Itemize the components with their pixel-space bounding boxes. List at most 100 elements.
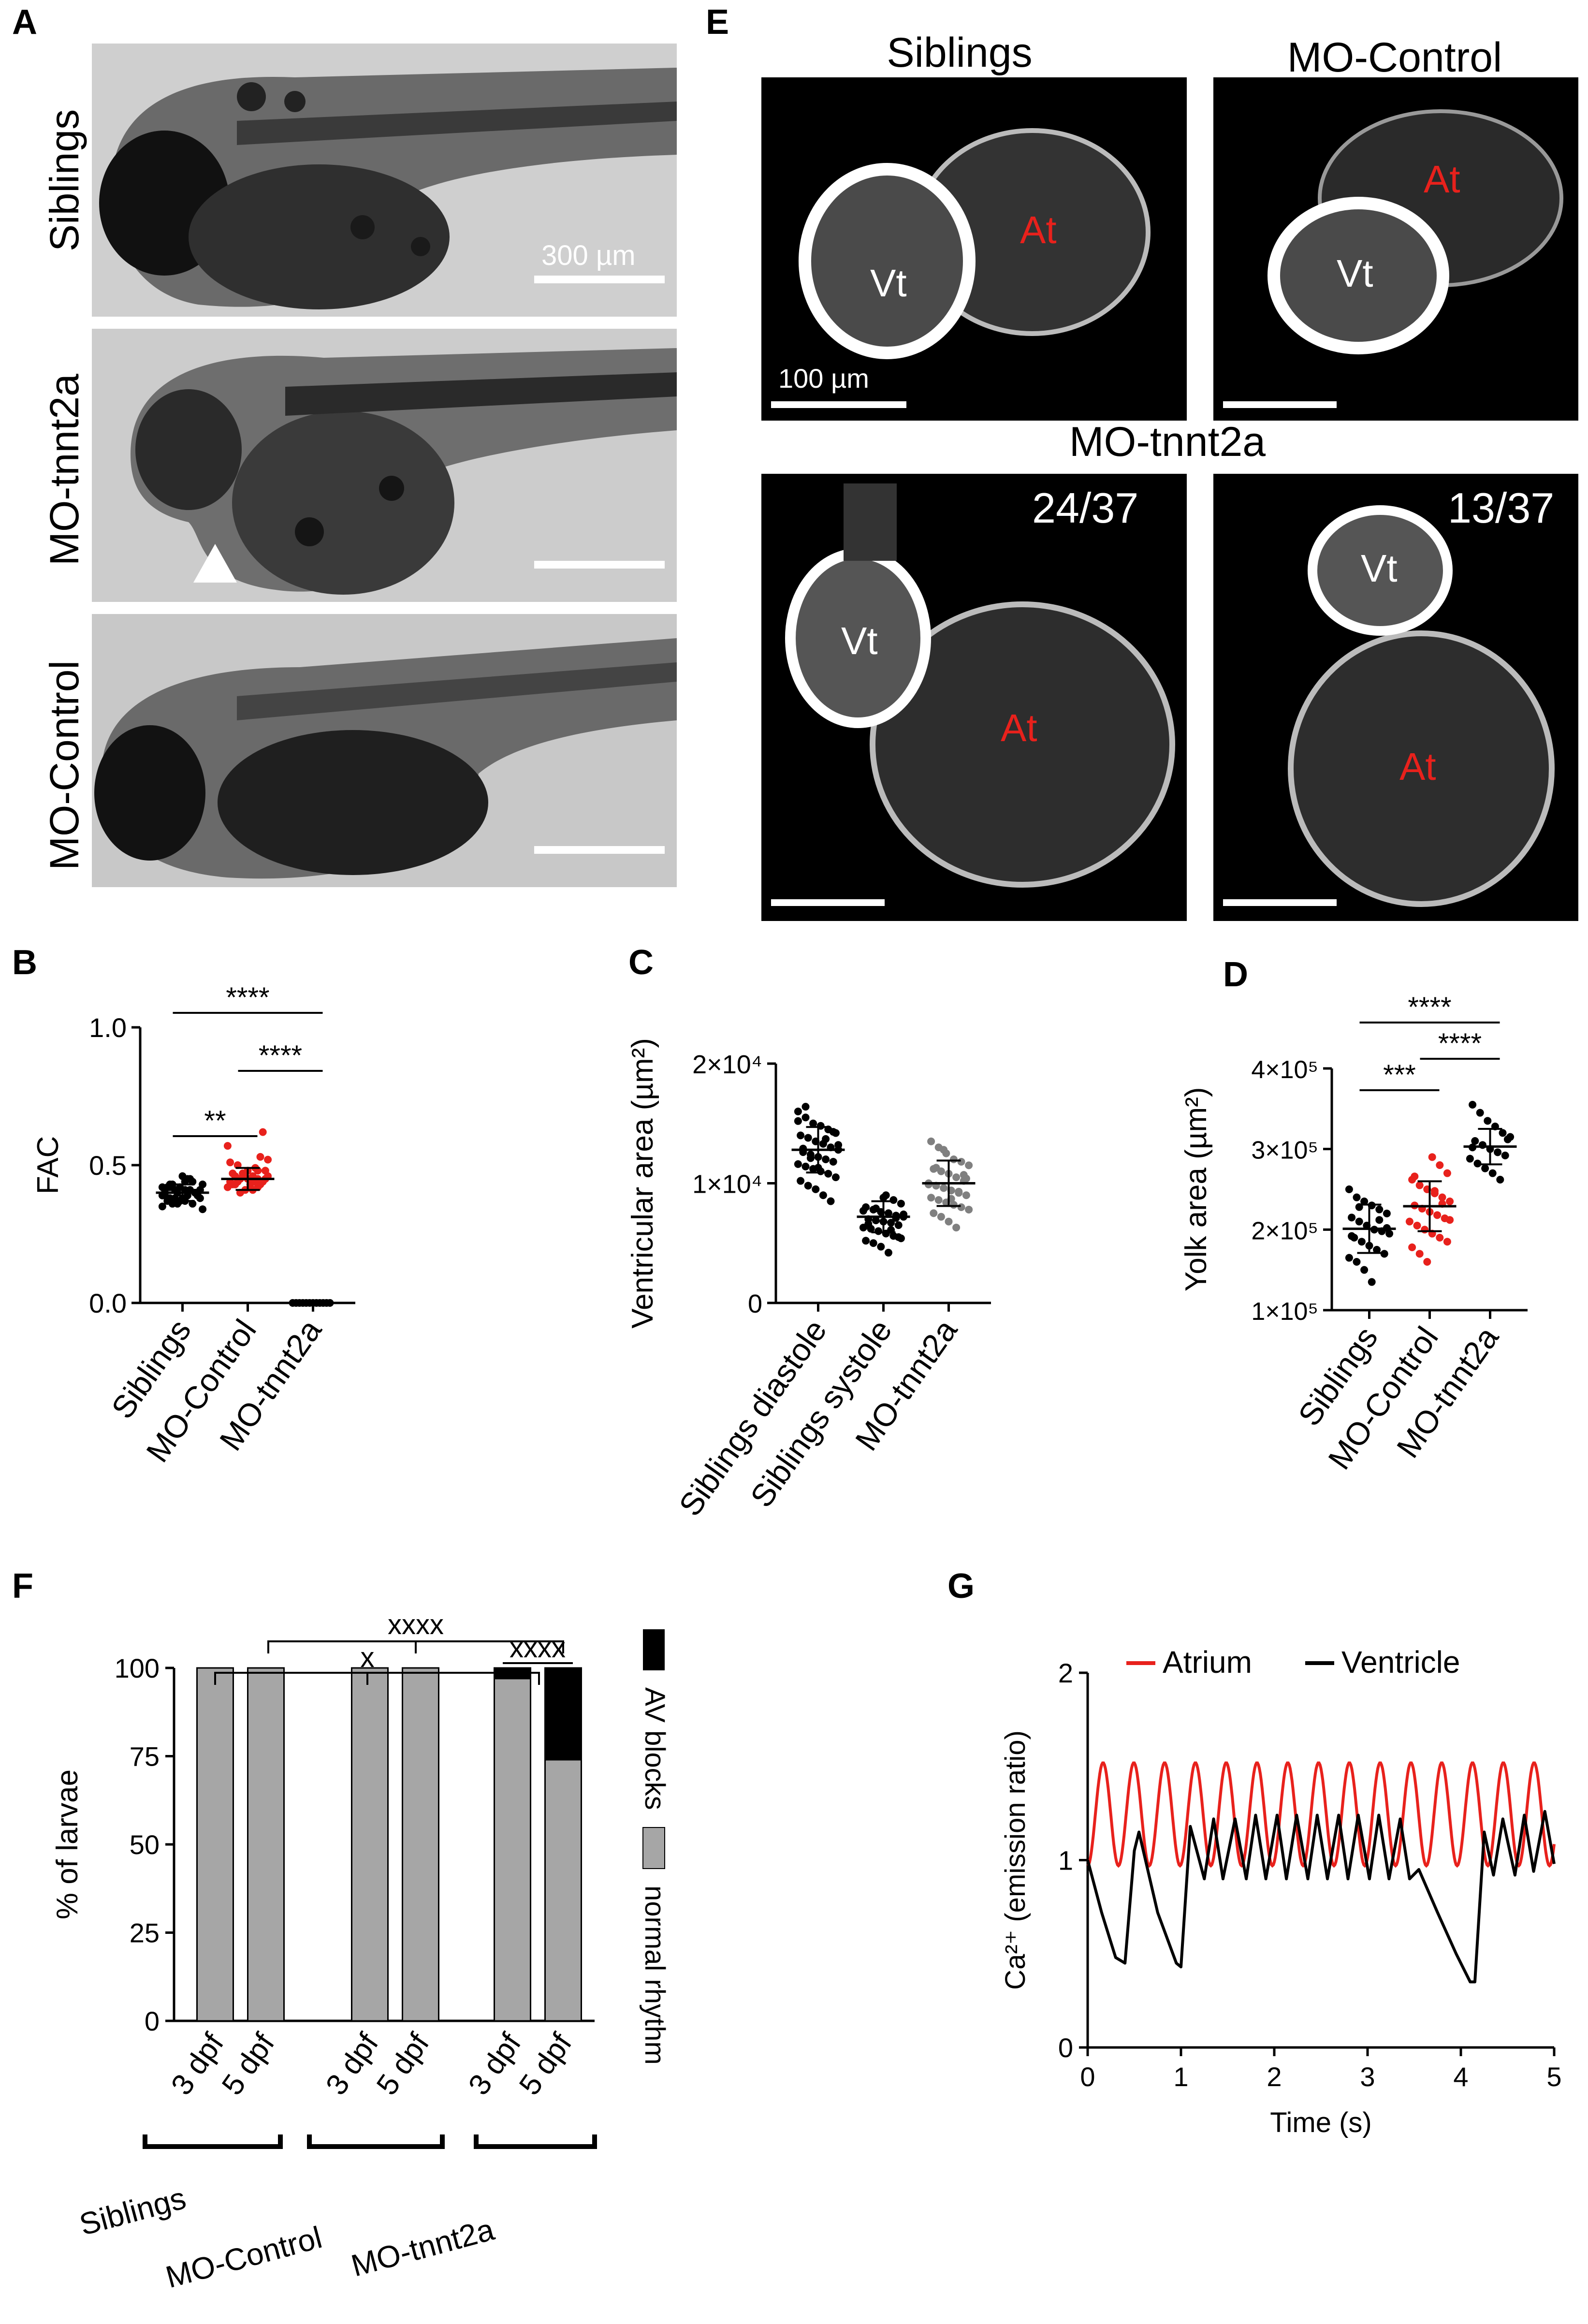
data-point [965,1161,973,1169]
significance-label: **** [1438,1028,1482,1059]
y-tick-label: 1×10⁵ [1251,1298,1318,1326]
bar-normal-rhythm [402,1667,439,2022]
y-tick-label: 50 [130,1829,160,1860]
data-point [879,1194,888,1202]
y-tick-label: 0 [145,2006,160,2036]
data-point [872,1204,880,1213]
data-point [158,1202,166,1211]
fraction-label: 13/37 [1448,484,1555,532]
row-label-mo-control: MO-Control [42,660,87,870]
x-tick-label: 3 dpf [462,2027,528,2101]
scale-bar [771,899,885,906]
x-tick-label: 3 dpf [165,2027,231,2101]
data-point [223,1142,232,1150]
data-point [822,1155,830,1163]
data-point [949,1155,958,1163]
data-point [1345,1185,1353,1193]
data-point [264,1155,272,1164]
heart-image-siblings: Vt At 100 µm [761,77,1187,421]
data-point [1348,1232,1356,1240]
x-tick-label: 5 dpf [513,2027,579,2101]
panel-label-f: F [12,1567,33,1606]
atrium-label: At [1424,158,1460,201]
data-point [1423,1258,1431,1266]
data-point [809,1119,817,1127]
data-point [1496,1176,1504,1184]
ventricle-label: Vt [1337,252,1373,295]
data-point [1501,1152,1509,1159]
data-point [957,1157,965,1166]
data-point [1503,1135,1512,1143]
scale-bar [534,276,665,283]
scale-bar [1223,899,1337,906]
data-point [223,1183,232,1191]
data-point [178,1172,187,1180]
significance-label: **** [226,982,269,1013]
data-point [1436,1234,1444,1242]
significance-label: xxxx [510,1632,566,1664]
panel-label-d: D [1223,955,1248,994]
data-point [932,1164,940,1172]
bar-normal-rhythm [247,1667,285,2022]
x-axis-label: Time (s) [1270,2107,1371,2138]
data-point [256,1153,264,1161]
data-point [1443,1238,1451,1246]
significance-label: **** [259,1040,302,1071]
y-tick-label: 4×10⁵ [1251,1056,1318,1084]
significance-label: ** [204,1105,226,1137]
data-point [862,1237,870,1245]
data-point [801,1113,810,1122]
scale-bar [771,401,906,408]
legend-swatch-av-blocks [643,1629,665,1670]
panel-label-b: B [12,943,37,982]
row-label-mo-tnnt2a: MO-tnnt2a [42,374,87,566]
ventricle-label: Vt [1361,547,1398,590]
y-tick-label: 1×10⁴ [692,1170,762,1199]
data-point [1430,1187,1439,1195]
x-tick-label: 5 dpf [216,2027,281,2101]
heart-image-mo-tnnt2a-b: 13/37 Vt At [1213,474,1578,921]
data-point [934,1196,943,1204]
data-point [834,1141,843,1149]
data-point [962,1191,970,1199]
data-point [1446,1198,1454,1205]
data-point [1499,1129,1507,1137]
data-point [1481,1164,1489,1172]
scale-bar [1223,401,1337,408]
data-point [1446,1216,1454,1224]
data-point [1433,1211,1442,1219]
data-point [930,1209,938,1217]
data-point [1375,1216,1384,1224]
y-axis-label: % of larvae [51,1769,84,1919]
data-point [872,1216,880,1225]
data-point [822,1135,830,1143]
x-tick-label: 2 [1267,2061,1282,2092]
series-line-atrium [1086,1761,1556,1868]
data-point [199,1205,207,1213]
data-point [894,1233,903,1241]
data-point [889,1196,898,1204]
data-point [1375,1205,1384,1213]
heart-image-mo-control: Vt At [1213,77,1578,421]
data-point [962,1174,970,1183]
data-point [887,1219,895,1227]
x-tick-label: 0 [1080,2061,1095,2092]
panel-label-c: C [628,943,654,982]
scale-bar-label: 300 µm [541,240,636,271]
data-point [1415,1250,1424,1258]
panel-label-a: A [12,3,37,42]
data-point [1383,1210,1391,1217]
significance-label: *** [1383,1059,1416,1091]
data-point [1405,1217,1413,1226]
legend-label-atrium: Atrium [1163,1645,1252,1680]
data-point [955,1187,963,1196]
legend-swatch-normal-rhythm [642,1827,665,1869]
data-point [199,1180,207,1188]
data-point [897,1199,905,1208]
data-point [812,1185,820,1193]
y-tick-label: 25 [130,1918,160,1948]
data-point [226,1158,234,1167]
data-point [1469,1101,1477,1109]
